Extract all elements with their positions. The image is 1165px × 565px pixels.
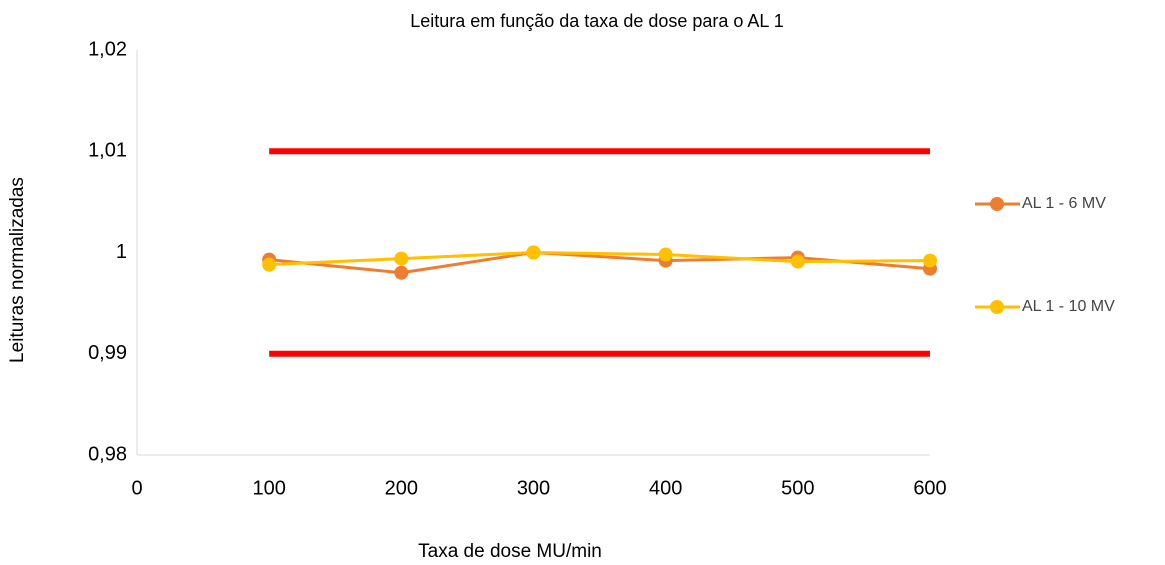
legend-marker [990,197,1004,211]
y-axis-label: Leituras normalizadas [7,177,28,363]
data-point [658,247,673,262]
legend-label: AL 1 - 10 MV [1022,298,1115,315]
x-tick-label: 500 [781,477,814,499]
chart-title: Leitura em função da taxa de dose para o… [410,11,784,31]
x-tick-label: 400 [649,477,682,499]
legend-marker [990,300,1004,314]
legend-label: AL 1 - 6 MV [1022,195,1106,212]
y-tick-label: 1,02 [88,38,127,60]
data-point [790,254,805,269]
x-tick-label: 0 [131,477,142,499]
x-axis-label: Taxa de dose MU/min [418,541,602,562]
data-point [262,257,277,272]
y-tick-label: 1,01 [88,140,127,162]
data-point [394,265,409,280]
x-tick-label: 100 [252,477,285,499]
x-tick-label: 300 [517,477,550,499]
data-point [394,251,409,266]
series-line [269,251,931,275]
y-tick-label: 1 [116,241,127,263]
data-point [923,253,937,268]
y-tick-label: 0,98 [88,443,127,465]
series-line [269,251,931,267]
x-tick-label: 600 [913,477,946,499]
data-point [526,245,541,260]
x-tick-label: 200 [385,477,418,499]
y-tick-label: 0,99 [88,342,127,364]
